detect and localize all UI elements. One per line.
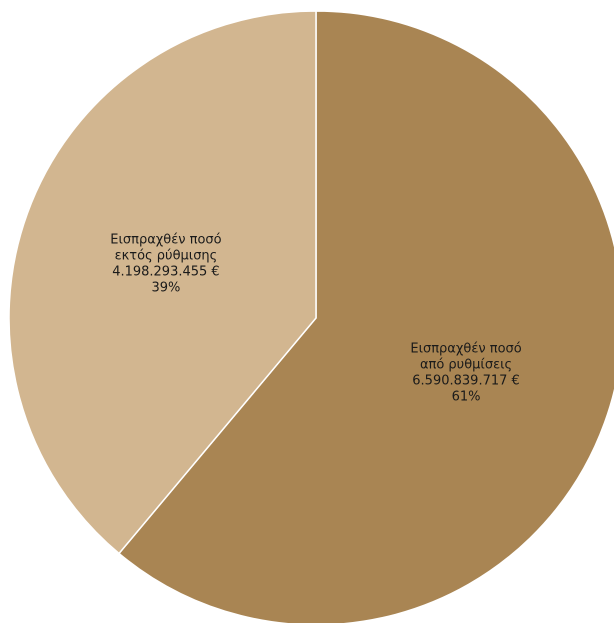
pie-label-percent: 61% xyxy=(452,389,481,404)
pie-slice-2 xyxy=(8,10,317,555)
pie-label-name-line: από ρυθμίσεις xyxy=(420,357,512,372)
pie-label-name-line: Εισπραχθέν ποσό xyxy=(110,233,221,248)
pie-label-percent: 39% xyxy=(151,281,180,296)
pie-slice-label-2: Εισπραχθέν ποσό εκτός ρύθμισης 4.198.293.4… xyxy=(110,233,221,296)
pie-label-value: 6.590.839.717 € xyxy=(412,373,520,388)
pie-slices xyxy=(8,10,614,623)
pie-label-name-line: Εισπραχθέν ποσό xyxy=(410,341,521,356)
pie-slice-label-1: Εισπραχθέν ποσό από ρυθμίσεις 6.590.839.71… xyxy=(410,341,521,404)
pie-labels: Εισπραχθέν ποσό από ρυθμίσεις 6.590.839.71… xyxy=(110,233,522,405)
pie-label-name-line: εκτός ρύθμισης xyxy=(115,249,218,264)
pie-label-value: 4.198.293.455 € xyxy=(112,265,220,280)
